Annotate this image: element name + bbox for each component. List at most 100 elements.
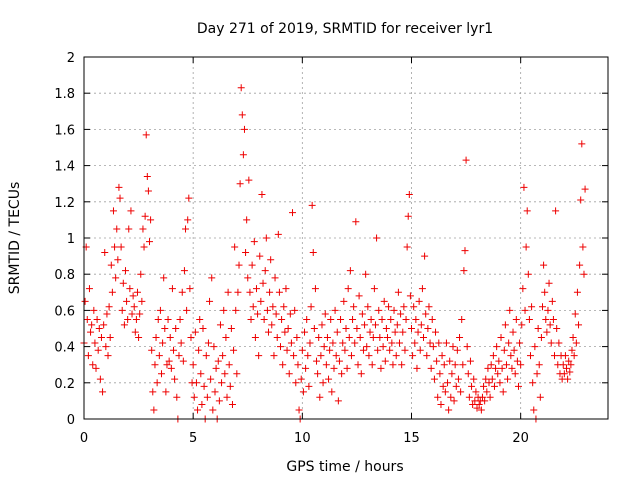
data-point xyxy=(185,194,193,202)
data-point xyxy=(164,315,172,323)
data-point xyxy=(411,339,419,347)
data-point xyxy=(571,310,579,318)
data-points xyxy=(80,84,589,423)
data-point xyxy=(478,393,486,401)
data-point xyxy=(255,352,263,360)
data-point xyxy=(268,321,276,329)
data-point xyxy=(486,393,494,401)
data-point xyxy=(525,315,533,323)
chart-title: Day 271 of 2019, SRMTID for receiver lyr… xyxy=(197,21,493,37)
data-point xyxy=(551,352,559,360)
data-point xyxy=(141,212,149,220)
data-point xyxy=(199,325,207,332)
data-point xyxy=(566,368,574,376)
data-point xyxy=(404,212,412,220)
data-point xyxy=(533,370,541,378)
data-point xyxy=(499,388,507,396)
data-point xyxy=(190,393,198,401)
data-point xyxy=(279,361,287,369)
data-point xyxy=(363,343,371,351)
data-point xyxy=(214,357,222,365)
data-point xyxy=(233,370,241,378)
data-point xyxy=(427,364,435,372)
x-tick-label: 0 xyxy=(80,431,88,446)
data-point xyxy=(328,388,336,396)
data-point xyxy=(291,306,299,314)
data-point xyxy=(231,243,239,251)
data-point xyxy=(318,321,326,329)
data-point xyxy=(307,303,315,311)
data-point xyxy=(196,315,204,323)
data-point xyxy=(136,310,144,318)
data-point xyxy=(139,225,147,233)
data-point xyxy=(501,321,509,329)
data-point xyxy=(135,334,143,342)
data-point xyxy=(148,346,156,354)
data-point xyxy=(261,267,269,275)
data-point xyxy=(282,285,290,293)
data-point xyxy=(111,243,119,251)
data-point xyxy=(152,334,160,342)
data-point xyxy=(246,288,254,296)
data-point xyxy=(339,339,347,347)
data-point xyxy=(505,339,513,347)
data-point xyxy=(236,180,244,188)
data-point xyxy=(485,379,493,387)
data-point xyxy=(302,364,310,372)
data-point xyxy=(202,352,210,360)
data-point xyxy=(456,334,464,342)
y-tick-label: 2 xyxy=(67,51,75,66)
data-point xyxy=(272,310,280,318)
data-point xyxy=(259,279,267,287)
data-point xyxy=(434,393,442,401)
data-point xyxy=(240,125,248,133)
data-point xyxy=(408,325,415,332)
data-point xyxy=(573,288,581,296)
data-point xyxy=(204,339,212,347)
data-point xyxy=(215,397,223,405)
data-point xyxy=(170,346,178,354)
data-point xyxy=(237,84,245,92)
data-point xyxy=(365,352,373,360)
data-point xyxy=(529,379,537,387)
data-point xyxy=(522,243,530,251)
data-point xyxy=(189,361,197,369)
data-point xyxy=(329,339,337,347)
data-point xyxy=(218,379,226,387)
data-point xyxy=(541,288,549,296)
data-point xyxy=(435,339,443,347)
data-point xyxy=(374,346,382,354)
data-point xyxy=(299,388,307,396)
data-point xyxy=(446,357,454,365)
data-point xyxy=(165,357,173,365)
data-point xyxy=(133,288,141,296)
data-point xyxy=(275,288,283,296)
data-point xyxy=(242,248,250,256)
data-point xyxy=(251,334,259,342)
data-point xyxy=(354,361,362,369)
data-point xyxy=(173,393,181,401)
data-point xyxy=(561,352,569,360)
data-point xyxy=(331,306,339,314)
data-point xyxy=(200,382,208,390)
data-point xyxy=(131,328,139,336)
data-point xyxy=(393,321,401,329)
data-point xyxy=(155,352,163,360)
data-point xyxy=(83,315,91,323)
data-point xyxy=(364,303,372,311)
data-point xyxy=(290,352,298,360)
data-point xyxy=(235,261,243,269)
data-point xyxy=(387,315,395,323)
data-point xyxy=(496,379,504,387)
y-axis-title: SRMTID / TECUs xyxy=(7,182,23,295)
data-point xyxy=(462,156,470,164)
data-point xyxy=(340,297,348,305)
data-point xyxy=(490,382,498,390)
data-point xyxy=(569,334,577,342)
data-point xyxy=(518,321,526,329)
data-point xyxy=(182,225,190,233)
data-point xyxy=(378,315,386,323)
data-point xyxy=(400,303,408,311)
data-point xyxy=(327,315,335,323)
data-point xyxy=(357,370,365,378)
